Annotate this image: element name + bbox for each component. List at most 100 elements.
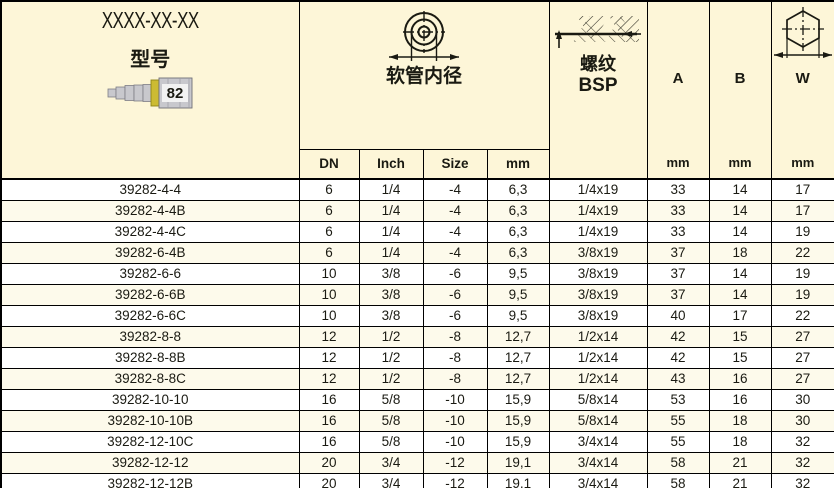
table-row: 39282-4-4 6 1/4 -4 6,3 1/4x19 33 14 17 — [0, 179, 834, 201]
fitting-number: 82 — [167, 85, 184, 102]
cell-dn: 16 — [298, 388, 360, 411]
cell-dim-b: 16 — [708, 388, 772, 411]
cell-model: 39282-10-10B — [0, 409, 300, 432]
header-hose-id: 软管内径 — [298, 0, 550, 150]
cell-dim-a: 58 — [646, 451, 710, 474]
cell-model: 39282-6-6B — [0, 283, 300, 306]
cell-thread: 3/4x14 — [548, 430, 648, 453]
thread-label-standard: BSP — [578, 74, 618, 96]
cell-dim-w: 32 — [770, 430, 834, 453]
cell-dn: 20 — [298, 451, 360, 474]
cell-size: -6 — [422, 283, 488, 306]
cell-dim-a: 42 — [646, 325, 710, 348]
cell-thread: 3/4x14 — [548, 451, 648, 474]
cell-model: 39282-8-8B — [0, 346, 300, 369]
table-row: 39282-12-12 20 3/4 -12 19,1 3/4x14 58 21 32 — [0, 451, 834, 474]
cell-thread: 1/2x14 — [548, 325, 648, 348]
cell-dim-w: 27 — [770, 367, 834, 390]
cell-dn: 16 — [298, 409, 360, 432]
cell-dn: 10 — [298, 304, 360, 327]
cell-dn: 16 — [298, 430, 360, 453]
cell-dim-a: 37 — [646, 262, 710, 285]
cell-model: 39282-12-12 — [0, 451, 300, 474]
table-row: 39282-6-6B 10 3/8 -6 9,5 3/8x19 37 14 19 — [0, 283, 834, 306]
cell-dim-w: 19 — [770, 283, 834, 306]
cell-inch: 1/4 — [358, 220, 424, 243]
cell-mm: 9,5 — [486, 304, 550, 327]
thread-profile-icon — [555, 16, 641, 48]
table-row: 39282-6-6 10 3/8 -6 9,5 3/8x19 37 14 19 — [0, 262, 834, 285]
model-code-pattern: XXXX-XX-XX — [101, 7, 200, 34]
cell-dim-w: 27 — [770, 325, 834, 348]
cell-model: 39282-4-4B — [0, 199, 300, 222]
cell-dim-b: 18 — [708, 409, 772, 432]
dim-a-unit: mm — [666, 155, 690, 170]
cell-model: 39282-8-8C — [0, 367, 300, 390]
cell-dim-a: 33 — [646, 220, 710, 243]
cell-dim-b: 17 — [708, 304, 772, 327]
cell-size: -8 — [422, 367, 488, 390]
cell-inch: 1/4 — [358, 179, 424, 201]
cell-thread: 1/2x14 — [548, 346, 648, 369]
cell-dn: 6 — [298, 179, 360, 201]
table-row: 39282-4-4B 6 1/4 -4 6,3 1/4x19 33 14 17 — [0, 199, 834, 222]
cell-inch: 1/2 — [358, 346, 424, 369]
cell-dim-a: 53 — [646, 388, 710, 411]
dim-b-unit: mm — [728, 155, 752, 170]
cell-dim-b: 15 — [708, 325, 772, 348]
cell-dn: 6 — [298, 199, 360, 222]
cell-inch: 1/4 — [358, 199, 424, 222]
cell-model: 39282-6-6C — [0, 304, 300, 327]
cell-thread: 1/4x19 — [548, 220, 648, 243]
hose-diameter-icon — [389, 11, 459, 61]
cell-mm: 6,3 — [486, 220, 550, 243]
cell-dim-a: 37 — [646, 283, 710, 306]
cell-dim-b: 21 — [708, 472, 772, 488]
table-row: 39282-6-6C 10 3/8 -6 9,5 3/8x19 40 17 22 — [0, 304, 834, 327]
cell-thread: 1/2x14 — [548, 367, 648, 390]
cell-mm: 6,3 — [486, 241, 550, 264]
header-sub-mm: mm — [486, 148, 550, 180]
table-row: 39282-8-8C 12 1/2 -8 12,7 1/2x14 43 16 27 — [0, 367, 834, 390]
table-row: 39282-12-12B 20 3/4 -12 19,1 3/4x14 58 21 32 — [0, 472, 834, 488]
cell-thread: 5/8x14 — [548, 409, 648, 432]
table-row: 39282-4-4C 6 1/4 -4 6,3 1/4x19 33 14 19 — [0, 220, 834, 243]
table-row: 39282-10-10 16 5/8 -10 15,9 5/8x14 53 16 30 — [0, 388, 834, 411]
cell-size: -6 — [422, 262, 488, 285]
hex-width-icon — [772, 5, 834, 61]
cell-dim-a: 40 — [646, 304, 710, 327]
header-sub-dn: DN — [298, 148, 360, 180]
table-header: XXXX-XX-XX 型号 — [0, 0, 834, 180]
cell-dn: 6 — [298, 220, 360, 243]
cell-dim-b: 18 — [708, 241, 772, 264]
cell-dim-w: 19 — [770, 262, 834, 285]
cell-model: 39282-8-8 — [0, 325, 300, 348]
cell-mm: 6,3 — [486, 179, 550, 201]
cell-dim-b: 15 — [708, 346, 772, 369]
cell-size: -12 — [422, 472, 488, 488]
cell-size: -10 — [422, 430, 488, 453]
header-dim-a: A mm — [646, 0, 710, 180]
cell-dn: 10 — [298, 262, 360, 285]
cell-inch: 5/8 — [358, 430, 424, 453]
cell-dim-b: 14 — [708, 179, 772, 201]
cell-dim-b: 18 — [708, 430, 772, 453]
cell-inch: 1/2 — [358, 367, 424, 390]
cell-size: -6 — [422, 304, 488, 327]
cell-mm: 19,1 — [486, 451, 550, 474]
cell-dim-w: 22 — [770, 241, 834, 264]
hose-fitting-icon: 82 — [107, 77, 193, 109]
cell-model: 39282-6-4B — [0, 241, 300, 264]
cell-dim-b: 14 — [708, 283, 772, 306]
cell-dim-a: 33 — [646, 199, 710, 222]
cell-dn: 12 — [298, 325, 360, 348]
cell-dn: 20 — [298, 472, 360, 488]
cell-dim-b: 21 — [708, 451, 772, 474]
table-row: 39282-8-8 12 1/2 -8 12,7 1/2x14 42 15 27 — [0, 325, 834, 348]
cell-model: 39282-4-4C — [0, 220, 300, 243]
cell-inch: 3/8 — [358, 283, 424, 306]
cell-dim-a: 42 — [646, 346, 710, 369]
cell-mm: 15,9 — [486, 409, 550, 432]
table-row: 39282-8-8B 12 1/2 -8 12,7 1/2x14 42 15 27 — [0, 346, 834, 369]
cell-model: 39282-12-12B — [0, 472, 300, 488]
